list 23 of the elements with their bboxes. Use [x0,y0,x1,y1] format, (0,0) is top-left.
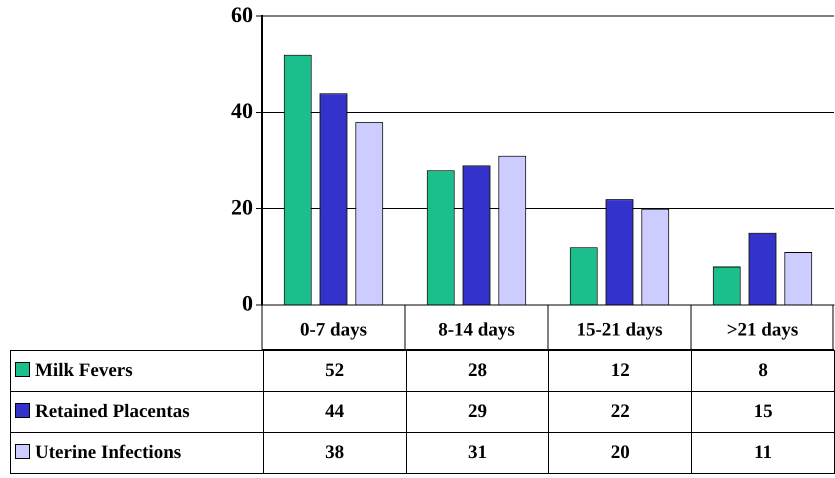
data-label: 12 [548,350,692,392]
data-label: 29 [406,392,549,432]
data-label: 15 [692,392,834,432]
legend-label: Uterine Infections [10,432,264,474]
data-label: 20 [548,432,692,474]
x-tick-label: >21 days [726,319,798,340]
y-tick-label: 60 [231,2,253,27]
data-label: 28 [406,350,549,392]
legend-label: Milk Fevers [10,350,264,392]
legend-label: Retained Placentas [10,392,264,432]
data-label: 8 [692,350,834,392]
y-tick-label: 20 [231,194,253,220]
y-tick-label: 40 [231,98,253,124]
y-tick-label: 0 [242,290,253,316]
data-label: 31 [406,432,549,474]
x-tick-label: 15-21 days [576,319,663,340]
data-label: 11 [692,432,834,474]
data-label: 22 [548,392,692,432]
data-label: 38 [263,432,406,474]
data-label: 52 [263,350,406,392]
x-tick-label: 0-7 days [300,319,368,340]
data-label: 44 [263,392,406,432]
x-tick-label: 8-14 days [438,319,515,340]
